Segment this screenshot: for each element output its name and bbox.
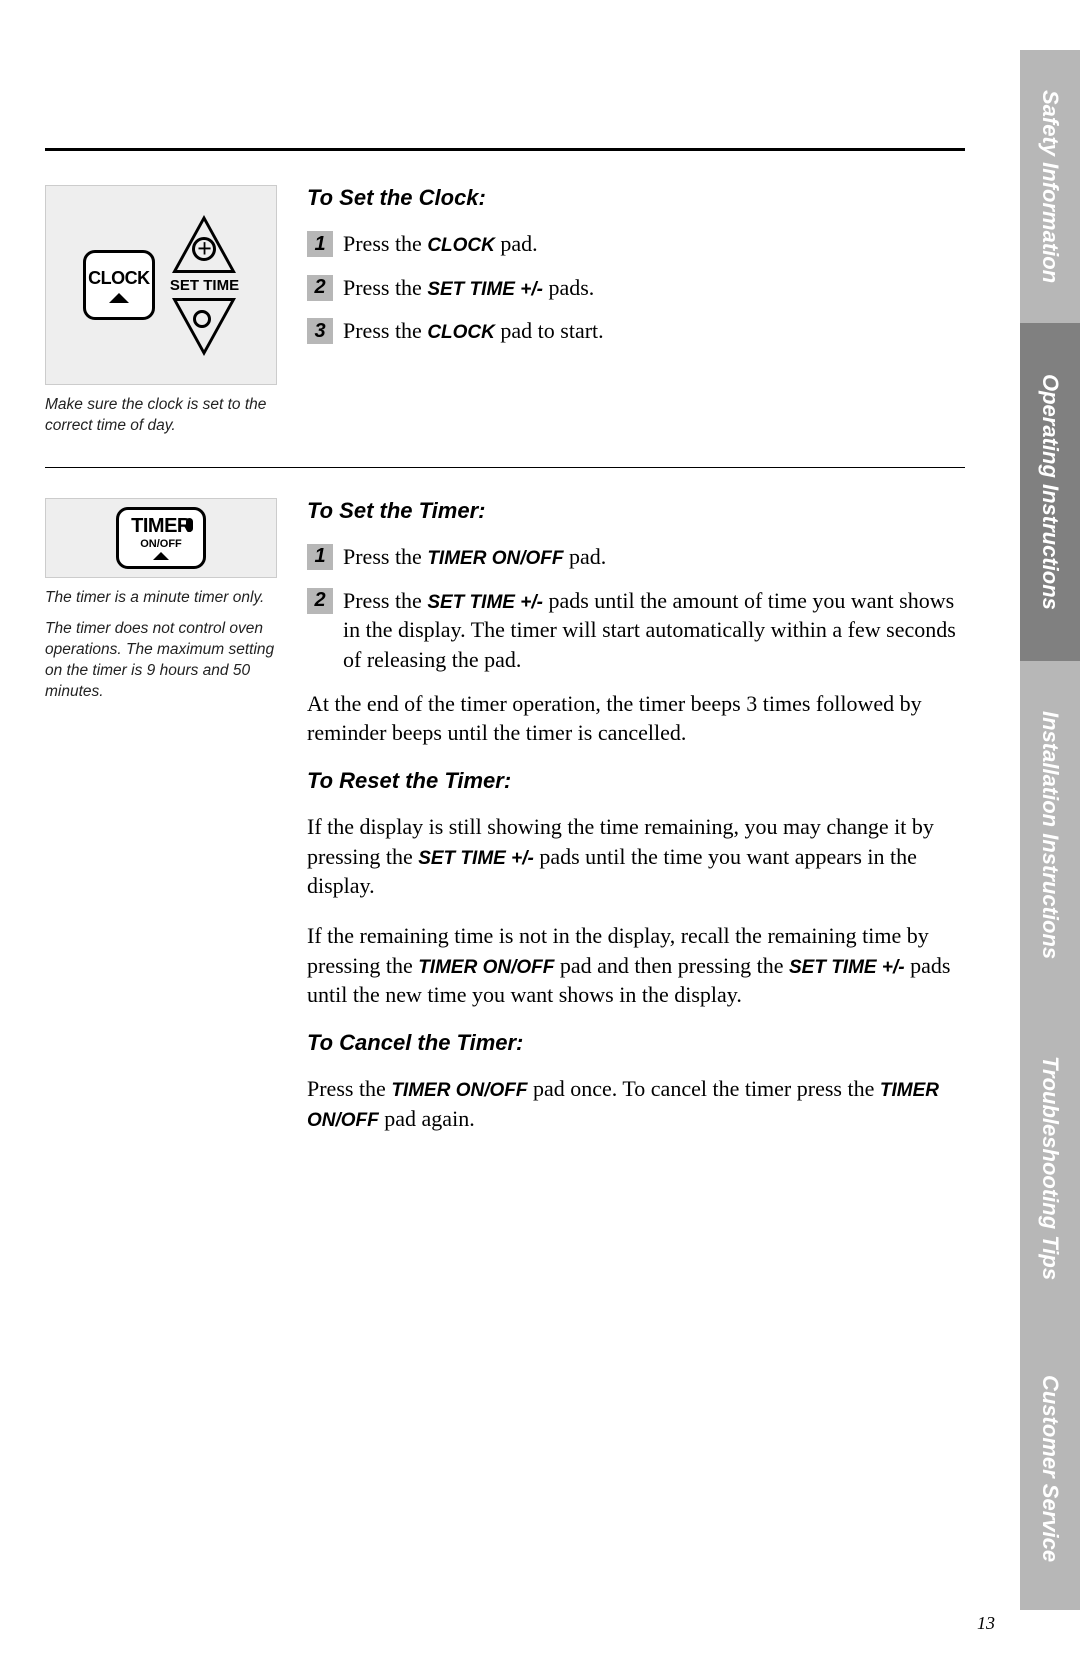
step-bold: CLOCK: [427, 235, 495, 256]
step-post: pads.: [543, 275, 594, 300]
step-number: 3: [307, 318, 333, 344]
tab-safety[interactable]: Safety Information: [1020, 50, 1080, 323]
up-arrow-icon: [153, 552, 169, 560]
step-text: Press the: [343, 231, 427, 256]
page-number: 13: [977, 1613, 995, 1634]
tab-troubleshooting[interactable]: Troubleshooting Tips: [1020, 1010, 1080, 1326]
step-post: pad.: [495, 231, 538, 256]
clock-caption: Make sure the clock is set to the correc…: [45, 395, 277, 437]
clock-button-icon: CLOCK: [83, 250, 155, 320]
step-number: 2: [307, 588, 333, 614]
clock-label: CLOCK: [88, 268, 150, 289]
timer-caption-2: The timer does not control oven operatio…: [45, 619, 277, 703]
step-bold: CLOCK: [427, 322, 495, 343]
timer-caption-1: The timer is a minute timer only.: [45, 588, 277, 609]
step-number: 1: [307, 544, 333, 570]
step-number: 2: [307, 275, 333, 301]
set-timer-heading: To Set the Timer:: [307, 498, 965, 524]
step-bold: TIMER ON/OFF: [427, 548, 563, 569]
set-clock-heading: To Set the Clock:: [307, 185, 965, 211]
step-bold: SET TIME +/-: [427, 279, 543, 300]
set-time-label: SET TIME: [170, 277, 239, 294]
timer-button-icon: TIMER ON/OFF: [116, 507, 206, 569]
cancel-timer-heading: To Cancel the Timer:: [307, 1030, 965, 1056]
timer-figure: TIMER ON/OFF: [45, 498, 277, 578]
tab-installation[interactable]: Installation Instructions: [1020, 661, 1080, 1010]
timer-label-2: ON/OFF: [140, 538, 182, 550]
step-text: Press the: [343, 275, 427, 300]
clock-figure: CLOCK + SET TIME: [45, 185, 277, 385]
clock-step-3: 3 Press the CLOCK pad to start.: [307, 316, 965, 346]
indicator-icon: [186, 518, 193, 532]
tab-operating[interactable]: Operating Instructions: [1020, 323, 1080, 661]
set-clock-section: CLOCK + SET TIME Make sure the clock is …: [45, 185, 965, 437]
side-tabs: Safety Information Operating Instruction…: [1020, 50, 1080, 1610]
clock-step-2: 2 Press the SET TIME +/- pads.: [307, 273, 965, 303]
set-timer-section: TIMER ON/OFF The timer is a minute timer…: [45, 498, 965, 1154]
reset-timer-heading: To Reset the Timer:: [307, 768, 965, 794]
step-text: Press the: [343, 318, 427, 343]
up-arrow-icon: [109, 293, 129, 303]
set-time-icon: + SET TIME: [170, 215, 239, 356]
step-number: 1: [307, 231, 333, 257]
step-bold: SET TIME +/-: [427, 592, 543, 613]
timer-label-1: TIMER: [131, 515, 191, 538]
cancel-para: Press the TIMER ON/OFF pad once. To canc…: [307, 1074, 965, 1133]
timer-step-1: 1 Press the TIMER ON/OFF pad.: [307, 542, 965, 572]
timer-step-2: 2 Press the SET TIME +/- pads until the …: [307, 586, 965, 675]
step-text: Press the: [343, 588, 427, 613]
minus-triangle-icon: [172, 298, 236, 356]
step-text: Press the: [343, 544, 427, 569]
timer-tail-paragraph: At the end of the timer operation, the t…: [307, 689, 965, 748]
clock-step-1: 1 Press the CLOCK pad.: [307, 229, 965, 259]
step-post: pad.: [563, 544, 606, 569]
step-post: pad to start.: [495, 318, 604, 343]
reset-para-2: If the remaining time is not in the disp…: [307, 921, 965, 1010]
reset-para-1: If the display is still showing the time…: [307, 812, 965, 901]
divider-top: [45, 148, 965, 151]
divider: [45, 467, 965, 468]
tab-customer[interactable]: Customer Service: [1020, 1326, 1080, 1610]
plus-triangle-icon: +: [172, 215, 236, 273]
page-content: CLOCK + SET TIME Make sure the clock is …: [45, 185, 965, 1183]
